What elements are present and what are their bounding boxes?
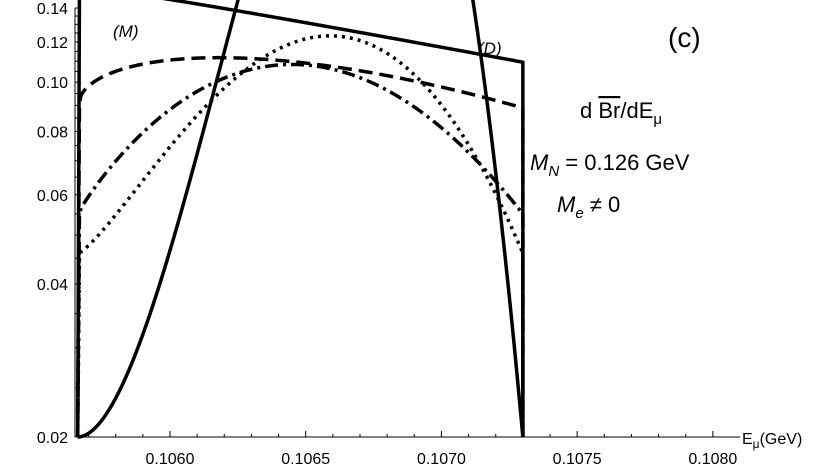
annotation-electron-sub: e — [575, 205, 583, 222]
curves — [75, 0, 525, 439]
y-tick-label: 0.08 — [37, 124, 68, 141]
annotation-electron: Me ≠ 0 — [557, 192, 620, 222]
annotation-quantity: d Br/dEμ — [580, 98, 662, 128]
annotation-quantity-post: /dE — [620, 98, 653, 123]
curve-label-majorana: (M) — [113, 22, 138, 41]
y-tick-label: 0.14 — [37, 1, 68, 18]
y-tick-label: 0.04 — [37, 277, 68, 294]
x-tick-label: 0.1080 — [688, 451, 737, 468]
x-axis-label-main: E — [742, 431, 753, 448]
x-tick-label: 0.1070 — [417, 451, 466, 468]
x-axis-label: Eμ(GeV) — [742, 431, 802, 451]
ticks: 0.1060 0.1065 0.1070 0.1075 0.1080 0.02 0.04 0.… — [37, 1, 738, 468]
annotation-quantity-pre: d — [580, 98, 598, 123]
axes — [74, 8, 740, 438]
curve-label-dirac: (D) — [478, 39, 502, 58]
x-axis-label-unit: (GeV) — [760, 431, 803, 448]
series-line-dashdot — [75, 62, 525, 438]
series-line-dashed — [75, 55, 525, 438]
x-axis-label-sub: μ — [753, 437, 760, 451]
annotation-electron-main: M — [557, 192, 576, 217]
series-line-solid-M — [77, 0, 525, 439]
y-tick-label: 0.06 — [37, 188, 68, 205]
y-tick-label: 0.02 — [37, 430, 68, 447]
annotation-mass-sub: N — [548, 163, 559, 180]
x-tick-label: 0.1060 — [146, 451, 195, 468]
series-line-solid-D — [75, 0, 525, 438]
annotation-quantity-sub: μ — [653, 111, 662, 128]
annotation-quantity-over: Br — [598, 98, 620, 123]
annotation-mass: MN = 0.126 GeV — [530, 150, 690, 180]
y-tick-label: 0.10 — [37, 75, 68, 92]
annotation-electron-rest: ≠ 0 — [584, 192, 621, 217]
series-line-dotted — [75, 34, 525, 438]
x-tick-label: 0.1075 — [553, 451, 602, 468]
y-tick-label: 0.12 — [37, 35, 68, 52]
annotation-mass-main: M — [530, 150, 549, 175]
annotation-mass-rest: = 0.126 GeV — [559, 150, 690, 175]
x-tick-label: 0.1065 — [281, 451, 330, 468]
panel-label: (c) — [668, 22, 701, 53]
